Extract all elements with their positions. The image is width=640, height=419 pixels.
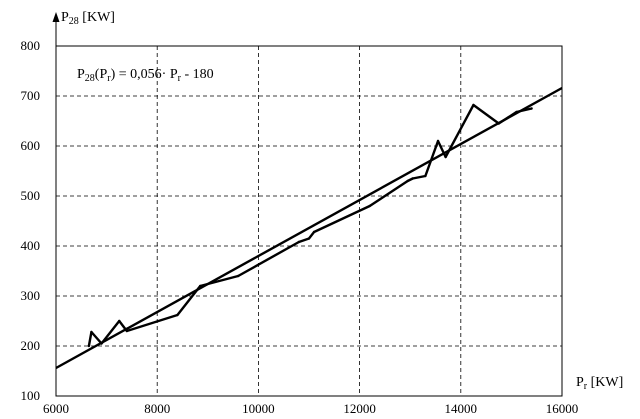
y-tick-label: 400: [21, 238, 41, 253]
y-tick-label: 200: [21, 338, 41, 353]
y-tick-labels: 100 200 300 400 500 600 700 800: [21, 38, 41, 403]
y-tick-label: 700: [21, 88, 41, 103]
data-point: [176, 313, 179, 317]
data-point: [307, 237, 311, 240]
data-point: [368, 204, 371, 208]
x-tick-label: 10000: [242, 401, 275, 416]
fit-equation: P28(Pr) = 0,056· Pr - 180: [77, 67, 214, 84]
y-tick-label: 500: [21, 188, 41, 203]
data-point: [297, 240, 301, 244]
data-point: [515, 110, 518, 114]
y-tick-label: 100: [21, 388, 41, 403]
data-point: [312, 230, 316, 234]
data-points: [87, 103, 533, 348]
data-point: [436, 139, 440, 143]
data-point: [87, 344, 91, 348]
y-axis-title: P28 [KW]: [61, 10, 115, 27]
fit-line: [55, 86, 563, 370]
data-point: [411, 177, 414, 180]
data-point: [444, 155, 447, 159]
x-tick-labels: 6000 8000 10000 12000 14000 16000: [43, 401, 578, 416]
plot-frame: [55, 45, 563, 397]
data-point: [118, 319, 121, 323]
data-point: [125, 329, 129, 333]
data-point: [90, 330, 93, 334]
x-tick-label: 6000: [43, 401, 69, 416]
data-point: [199, 284, 202, 288]
data-point: [424, 174, 427, 178]
data-point: [406, 179, 409, 183]
x-tick-label: 8000: [144, 401, 170, 416]
data-point: [472, 103, 475, 107]
x-tick-label: 16000: [546, 401, 579, 416]
y-tick-label: 600: [21, 138, 41, 153]
y-axis-arrow-head: [52, 12, 60, 22]
y-tick-label: 800: [21, 38, 41, 53]
x-tick-label: 14000: [445, 401, 478, 416]
x-tick-label: 12000: [343, 401, 376, 416]
data-point: [100, 342, 103, 345]
y-tick-label: 300: [21, 288, 41, 303]
data-point: [236, 274, 240, 278]
grid: [56, 46, 562, 396]
x-axis-title: Pr [KW]: [576, 375, 623, 392]
data-point: [530, 107, 533, 110]
data-point: [497, 122, 500, 125]
